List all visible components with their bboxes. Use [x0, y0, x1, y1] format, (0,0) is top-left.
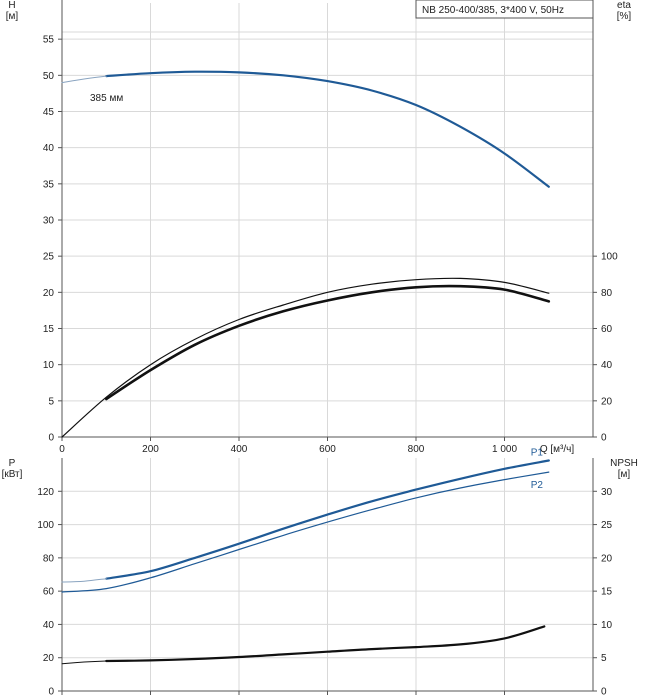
series-p2-line [61, 471, 550, 593]
left-tick-label: 40 [43, 143, 55, 154]
left-tick-label: 30 [43, 216, 55, 227]
y-right-title: eta [617, 0, 631, 11]
series-line [61, 660, 107, 665]
right-tick-label: 40 [601, 360, 613, 371]
left-tick-label: 45 [43, 107, 55, 118]
title-box-text: NB 250-400/385, 3*400 V, 50Hz [422, 5, 564, 16]
y-left-unit: [кВт] [2, 469, 23, 480]
y-right-title: NPSH [610, 458, 638, 469]
right-tick-label: 0 [601, 687, 607, 698]
y-left-title: H [8, 0, 15, 11]
series-p2-label: P2 [531, 480, 544, 491]
right-tick-label: 5 [601, 653, 607, 664]
x-tick-label: 400 [231, 444, 248, 455]
x-tick-label: 1 000 [492, 444, 517, 455]
series-p1-line [105, 459, 550, 580]
left-tick-label: 10 [43, 360, 55, 371]
right-tick-label: 10 [601, 620, 613, 631]
left-tick-label: 20 [43, 288, 55, 299]
top-panel: 0 5 10 15 20 25 30 35 40 45 50 55 0 20 40 60 80 100 H[м] et… [6, 0, 632, 455]
right-tick-label: 25 [601, 520, 613, 531]
x-axis-label: Q [м³/ч] [540, 444, 575, 455]
right-tick-label: 20 [601, 553, 613, 564]
left-tick-label: 15 [43, 324, 55, 335]
right-tick-label: 60 [601, 324, 613, 335]
x-tick-label: 600 [319, 444, 336, 455]
bottom-panel: 0 20 40 60 80 100 120 0 5 10 15 20 25 30 P[кВт] NPSH[м]… [2, 447, 638, 697]
left-tick-label: 0 [48, 687, 54, 698]
y-right-unit: [м] [618, 469, 631, 480]
left-tick-label: 55 [43, 35, 55, 46]
right-tick-label: 100 [601, 252, 618, 263]
left-tick-label: 60 [43, 587, 55, 598]
y-left-title: P [9, 458, 16, 469]
series-line [61, 75, 107, 84]
title-box: NB 250-400/385, 3*400 V, 50Hz [415, 0, 594, 19]
y-right-unit: [%] [617, 11, 632, 22]
x-tick-label: 800 [408, 444, 425, 455]
right-tick-label: 30 [601, 487, 613, 498]
series-line [105, 625, 546, 663]
series-line [61, 277, 550, 438]
x-tick-label: 0 [59, 444, 65, 455]
right-tick-label: 0 [601, 433, 607, 444]
left-tick-label: 35 [43, 179, 55, 190]
left-tick-label: 100 [37, 520, 54, 531]
left-tick-label: 5 [48, 396, 54, 407]
curve-annotation: 385 мм [90, 93, 123, 104]
left-tick-label: 20 [43, 653, 55, 664]
left-tick-label: 50 [43, 71, 55, 82]
series-line [105, 284, 551, 401]
left-tick-label: 120 [37, 487, 54, 498]
right-tick-label: 80 [601, 288, 613, 299]
left-tick-label: 80 [43, 553, 55, 564]
x-tick-label: 200 [142, 444, 159, 455]
right-tick-label: 15 [601, 587, 613, 598]
series-line [105, 70, 550, 188]
series-line [61, 578, 107, 583]
right-tick-label: 20 [601, 396, 613, 407]
left-tick-label: 0 [48, 433, 54, 444]
left-tick-label: 25 [43, 252, 55, 263]
series-p1-label: P1 [531, 447, 544, 458]
y-left-unit: [м] [6, 11, 19, 22]
left-tick-label: 40 [43, 620, 55, 631]
